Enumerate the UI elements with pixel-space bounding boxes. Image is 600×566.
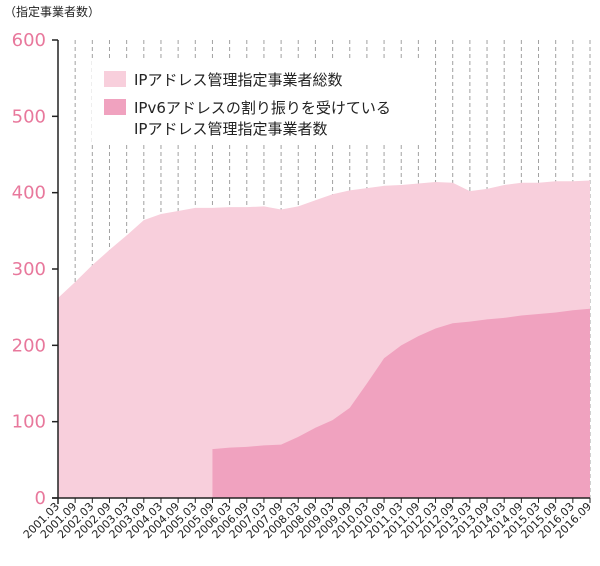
legend-swatch-ipv6 (104, 99, 126, 115)
y-tick-label: 0 (35, 488, 46, 509)
y-tick-label: 400 (12, 183, 46, 204)
y-tick-label: 200 (12, 335, 46, 356)
legend-label-ipv6-line-2: IPアドレス管理指定事業者数 (134, 120, 327, 138)
legend-label-ipv6-line-1: IPv6アドレスの割り振りを受けている (134, 99, 391, 117)
legend-swatch-total (104, 71, 126, 87)
y-axis-unit-label: （指定事業者数） (4, 4, 100, 19)
y-tick-label: 600 (12, 30, 46, 51)
legend-background (92, 58, 422, 144)
area-series (57, 180, 591, 498)
y-tick-label: 100 (12, 412, 46, 433)
legend: IPアドレス管理指定事業者総数 IPv6アドレスの割り振りを受けている IPアドレス… (92, 58, 422, 144)
area-series-2 (212, 308, 590, 498)
x-tick-labels: 2001.032001.092002.032002.092003.032003.… (21, 498, 594, 541)
y-tick-label: 300 (12, 259, 46, 280)
legend-label-total: IPアドレス管理指定事業者総数 (134, 71, 342, 89)
y-tick-labels: 0 100 200 300 400 500 600 (12, 30, 58, 509)
axes (52, 40, 590, 504)
y-tick-label: 500 (12, 106, 46, 127)
